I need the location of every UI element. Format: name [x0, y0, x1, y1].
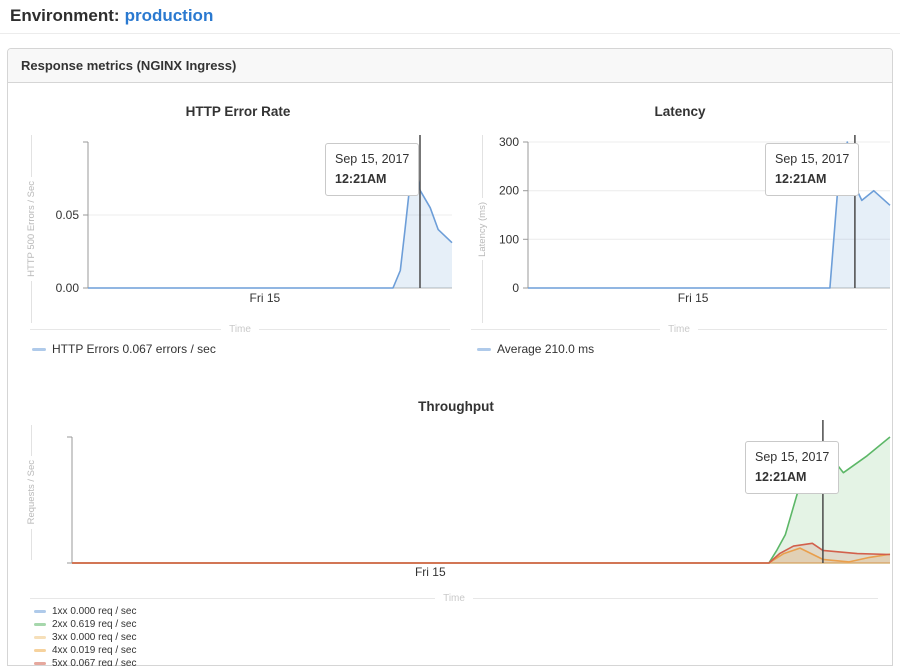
tooltip-date: Sep 15, 2017 [775, 152, 850, 166]
chart-throughput: Throughput Fri 15 Requests / Sec Time Se… [20, 390, 892, 666]
chart-title: HTTP Error Rate [185, 104, 291, 119]
y-axis-label: Requests / Sec [24, 425, 38, 560]
x-axis-label: Time [30, 592, 878, 604]
chart-title: Latency [654, 104, 706, 119]
legend-item: 5xx 0.067 req / sec [34, 657, 137, 666]
chart-legend: 1xx 0.000 req / sec 2xx 0.619 req / sec 3x… [34, 605, 137, 666]
legend-item: 3xx 0.000 req / sec [34, 631, 137, 644]
y-axis-label: Latency (ms) [475, 135, 489, 323]
svg-text:0: 0 [512, 281, 519, 295]
legend-label: 3xx 0.000 req / sec [52, 632, 137, 643]
tooltip-date: Sep 15, 2017 [755, 450, 830, 464]
panel-body: HTTP Error Rate 0.00 0.05 Fri 15 HTTP 500 … [8, 83, 892, 666]
chart-tooltip: Sep 15, 2017 12:21AM [325, 143, 420, 196]
tooltip-date: Sep 15, 2017 [335, 152, 410, 166]
legend-marker-icon [34, 662, 46, 665]
chart-http-error-rate: HTTP Error Rate 0.00 0.05 Fri 15 HTTP 500 … [20, 95, 456, 385]
legend-item: HTTP Errors 0.067 errors / sec [32, 342, 216, 358]
legend-item: 4xx 0.019 req / sec [34, 644, 137, 657]
svg-text:200: 200 [499, 184, 519, 198]
chart-legend: HTTP Errors 0.067 errors / sec [32, 342, 216, 358]
chart-latency: Latency 0 100 200 300 Fri 15 Latency (ms) Ti… [465, 95, 892, 385]
legend-marker-icon [477, 348, 491, 352]
legend-label: 5xx 0.067 req / sec [52, 658, 137, 666]
tooltip-time: 12:21AM [775, 172, 827, 186]
legend-label: 1xx 0.000 req / sec [52, 606, 137, 617]
svg-text:Fri 15: Fri 15 [250, 291, 281, 305]
svg-text:100: 100 [499, 232, 519, 246]
legend-label: 2xx 0.619 req / sec [52, 619, 137, 630]
legend-marker-icon [34, 636, 46, 639]
legend-label: 4xx 0.019 req / sec [52, 645, 137, 656]
panel-title: Response metrics (NGINX Ingress) [21, 58, 237, 73]
panel-header: Response metrics (NGINX Ingress) [8, 49, 892, 83]
throughput-plot-area[interactable]: Fri 15 [20, 390, 892, 666]
legend-item: 1xx 0.000 req / sec [34, 605, 137, 618]
legend-item: Average 210.0 ms [477, 342, 594, 358]
svg-text:300: 300 [499, 135, 519, 149]
chart-tooltip: Sep 15, 2017 12:21AM [745, 441, 840, 494]
legend-marker-icon [34, 610, 46, 613]
legend-marker-icon [34, 623, 46, 626]
svg-text:Fri 15: Fri 15 [415, 565, 446, 579]
header-divider [0, 33, 900, 34]
svg-text:0.05: 0.05 [56, 208, 80, 222]
legend-item: 2xx 0.619 req / sec [34, 618, 137, 631]
svg-text:Fri 15: Fri 15 [678, 291, 709, 305]
chart-tooltip: Sep 15, 2017 12:21AM [765, 143, 860, 196]
response-metrics-panel: Response metrics (NGINX Ingress) HTTP Er… [7, 48, 893, 666]
legend-marker-icon [34, 649, 46, 652]
latency-plot-area[interactable]: 0 100 200 300 Fri 15 [465, 95, 892, 385]
x-axis-label: Time [471, 323, 887, 335]
environment-header: Environment: production [10, 6, 213, 26]
environment-label: Environment: [10, 6, 120, 25]
chart-legend: Average 210.0 ms [477, 342, 594, 358]
tooltip-time: 12:21AM [335, 172, 387, 186]
legend-label: HTTP Errors 0.067 errors / sec [52, 342, 216, 356]
chart-title: Throughput [418, 399, 494, 414]
legend-label: Average 210.0 ms [497, 342, 595, 356]
environment-link[interactable]: production [124, 6, 214, 25]
legend-marker-icon [32, 348, 46, 352]
y-axis-label: HTTP 500 Errors / Sec [24, 135, 38, 323]
svg-text:0.00: 0.00 [56, 281, 80, 295]
tooltip-time: 12:21AM [755, 470, 807, 484]
x-axis-label: Time [30, 323, 450, 335]
